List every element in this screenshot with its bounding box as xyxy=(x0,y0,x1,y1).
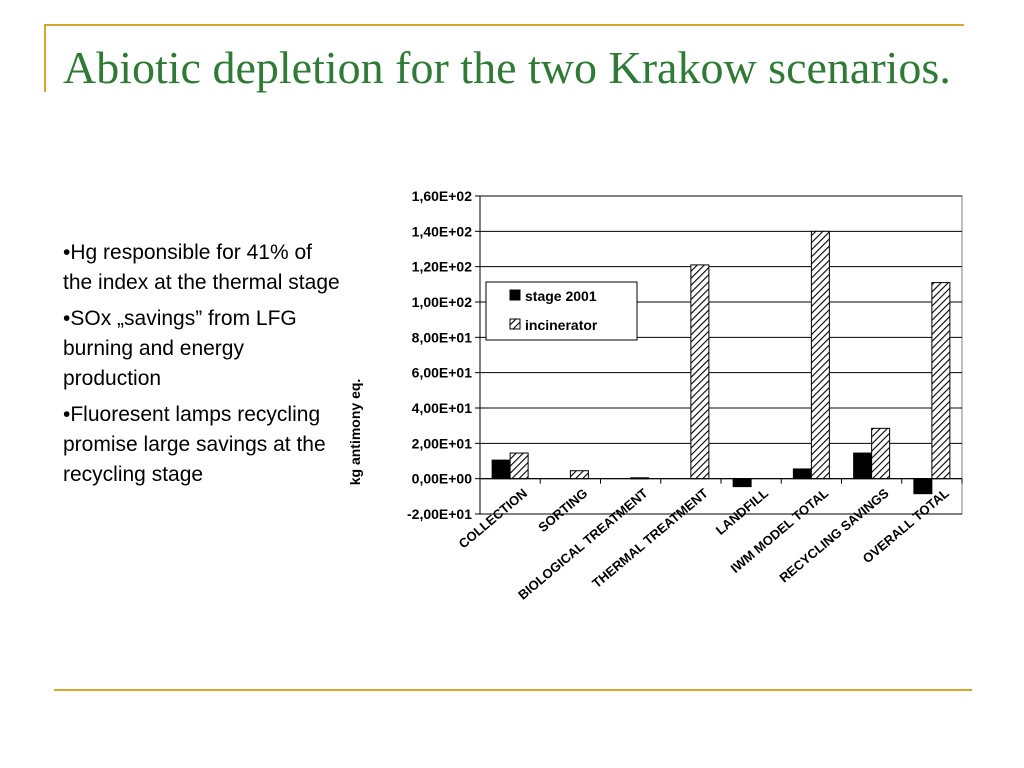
y-tick-label: -2,00E+01 xyxy=(407,506,472,522)
legend-label-incinerator: incinerator xyxy=(525,317,598,333)
frame-bottom-rule xyxy=(54,689,972,691)
y-tick-label: 6,00E+01 xyxy=(412,365,473,381)
bar-incinerator xyxy=(931,282,951,480)
legend-swatch-stage-2001 xyxy=(509,289,521,301)
bullet-sox-rest: „savings” from LFG burning and energy pr… xyxy=(63,307,297,390)
y-axis-title: kg antimony eq. xyxy=(347,379,363,486)
y-tick-label: 4,00E+01 xyxy=(412,400,473,416)
bullet-lamps: •Fluoresent lamps recycling promise larg… xyxy=(63,403,326,486)
bullet-list: •Hg responsible for 41% of the index at … xyxy=(63,238,343,496)
bar-stage-2001 xyxy=(491,459,511,480)
bar-incinerator xyxy=(871,427,891,480)
legend-swatch-incinerator xyxy=(509,318,521,330)
bar-incinerator xyxy=(569,470,589,480)
bar-incinerator xyxy=(690,264,710,480)
y-tick-label: 1,60E+02 xyxy=(412,188,473,204)
frame-top-rule xyxy=(44,24,964,26)
y-tick-label: 1,00E+02 xyxy=(412,294,473,310)
legend-label-stage-2001: stage 2001 xyxy=(525,288,597,304)
bullet-hg: •Hg responsible for 41% of the index at … xyxy=(63,241,340,294)
bullet-sox-sub: x xyxy=(100,307,112,330)
chart-legend: stage 2001 incinerator xyxy=(485,281,638,341)
bar-incinerator xyxy=(509,452,529,480)
bar-stage-2001 xyxy=(853,452,873,480)
bar-chart: 1,60E+02 1,40E+02 1,20E+02 1,00E+02 8,00E+01… xyxy=(347,188,963,603)
bullet-sox: •SOx „savings” from LFG burning and ener… xyxy=(63,304,343,394)
y-tick-label: 8,00E+01 xyxy=(412,329,473,345)
y-tick-label: 0,00E+00 xyxy=(412,471,473,487)
bar-stage-2001 xyxy=(732,478,752,488)
bullet-sox-prefix: •SO xyxy=(63,307,101,330)
y-tick-label: 1,20E+02 xyxy=(412,259,473,275)
bar-stage-2001 xyxy=(913,478,933,495)
y-tick-label: 1,40E+02 xyxy=(412,223,473,239)
bar-stage-2001 xyxy=(792,468,812,480)
y-tick-label: 2,00E+01 xyxy=(412,435,473,451)
plot-area: 1,60E+02 1,40E+02 1,20E+02 1,00E+02 8,00E+01… xyxy=(407,188,963,603)
frame-left-rule xyxy=(44,24,46,92)
bar-incinerator xyxy=(810,230,830,480)
slide-title: Abiotic depletion for the two Krakow sce… xyxy=(63,42,951,93)
